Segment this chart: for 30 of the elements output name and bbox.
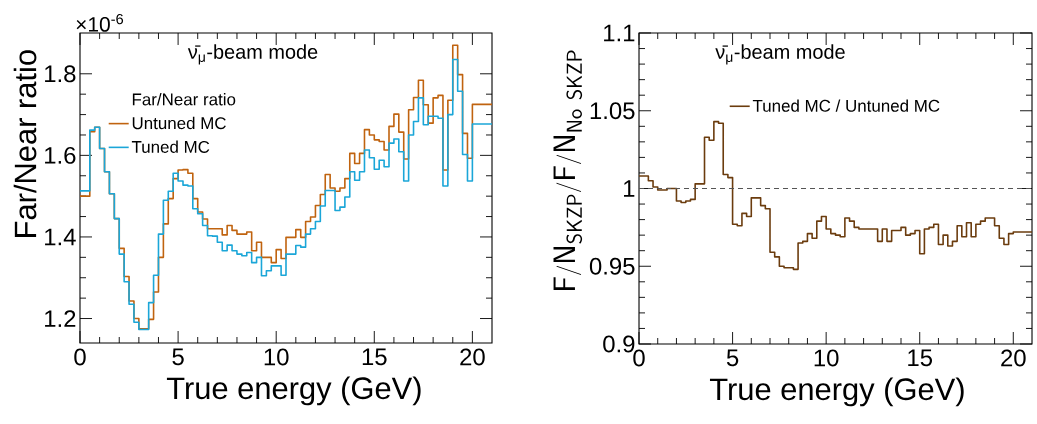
x-tick-label: 5 <box>726 349 739 367</box>
text: ν̄$_{μ}$-beam mode <box>187 44 318 65</box>
x-tick-label: 20 <box>1001 349 1026 367</box>
x-axis-title: True energy (GeV) <box>166 376 421 406</box>
x-tick-label: 15 <box>362 348 387 366</box>
legend-label: Tuned MC <box>131 140 210 153</box>
x-tick-label: 0 <box>74 348 86 366</box>
legend-label: Untuned MC <box>132 116 226 130</box>
y-tick-label: 1.4 <box>45 228 76 246</box>
x-tick-label: 10 <box>814 349 839 367</box>
x-tick-label: 20 <box>460 348 485 366</box>
legend-label: Tuned MC / Untuned MC <box>752 99 940 112</box>
y-tick-label: 1.8 <box>45 65 76 83</box>
y-tick-label: 1.6 <box>45 146 76 164</box>
legend-title: Far/Near ratio <box>132 92 236 106</box>
y-axis-title: Far/Near ratio <box>13 50 37 237</box>
text: ν̄$_{μ}$-beam mode <box>715 44 845 65</box>
y-axis-title: $\mathsf{F/N_{SKZP}/F/N_{No\ SKZP}}$ <box>553 50 583 290</box>
text: ×10$^{-6}$ <box>76 13 124 32</box>
x-tick-label: 0 <box>633 349 645 367</box>
y-tick-label: 1.05 <box>590 102 635 120</box>
y-tick-label: 0.9 <box>603 335 635 353</box>
y-tick-label: 0.95 <box>589 257 635 275</box>
x-tick-label: 10 <box>264 348 289 366</box>
x-tick-label: 15 <box>908 349 933 367</box>
x-tick-label: 5 <box>172 348 184 366</box>
y-tick-label: 1.1 <box>604 24 635 42</box>
x-axis-title: True energy (GeV) <box>709 377 964 407</box>
y-tick-label: 1 <box>624 180 635 197</box>
y-tick-label: 1.2 <box>45 310 76 327</box>
